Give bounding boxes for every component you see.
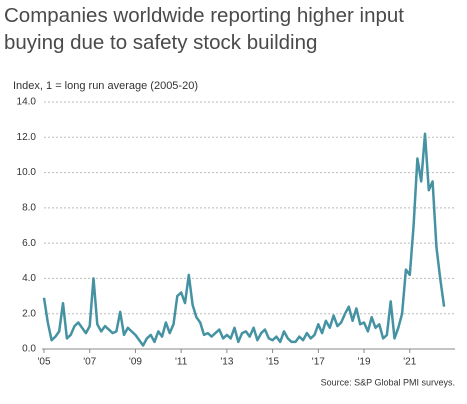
y-tick-label: 14.0 [17, 97, 37, 108]
x-tick-label: '15 [266, 357, 279, 368]
subtitle: Index, 1 = long run average (2005-20) [13, 80, 198, 92]
x-tick-label: '05 [37, 357, 50, 368]
y-tick-label: 4.0 [22, 273, 36, 284]
source: Source: S&P Global PMI surveys. [321, 377, 455, 387]
chart-title: Companies worldwide reporting higher inp… [4, 4, 404, 54]
y-tick-label: 0.0 [22, 344, 36, 355]
y-tick-label: 2.0 [22, 308, 36, 319]
x-tick-label: '21 [403, 357, 416, 368]
x-tick-label: '13 [220, 357, 233, 368]
y-tick-label: 8.0 [22, 202, 36, 213]
y-tick-label: 10.0 [17, 167, 37, 178]
x-tick-label: '19 [358, 357, 371, 368]
series-line [42, 132, 446, 347]
x-tick-label: '09 [129, 357, 142, 368]
y-tick-label: 6.0 [22, 238, 36, 249]
x-tick-label: '17 [312, 357, 325, 368]
y-tick-label: 12.0 [17, 132, 37, 143]
x-tick-label: '11 [175, 357, 188, 368]
x-tick-label: '07 [83, 357, 96, 368]
